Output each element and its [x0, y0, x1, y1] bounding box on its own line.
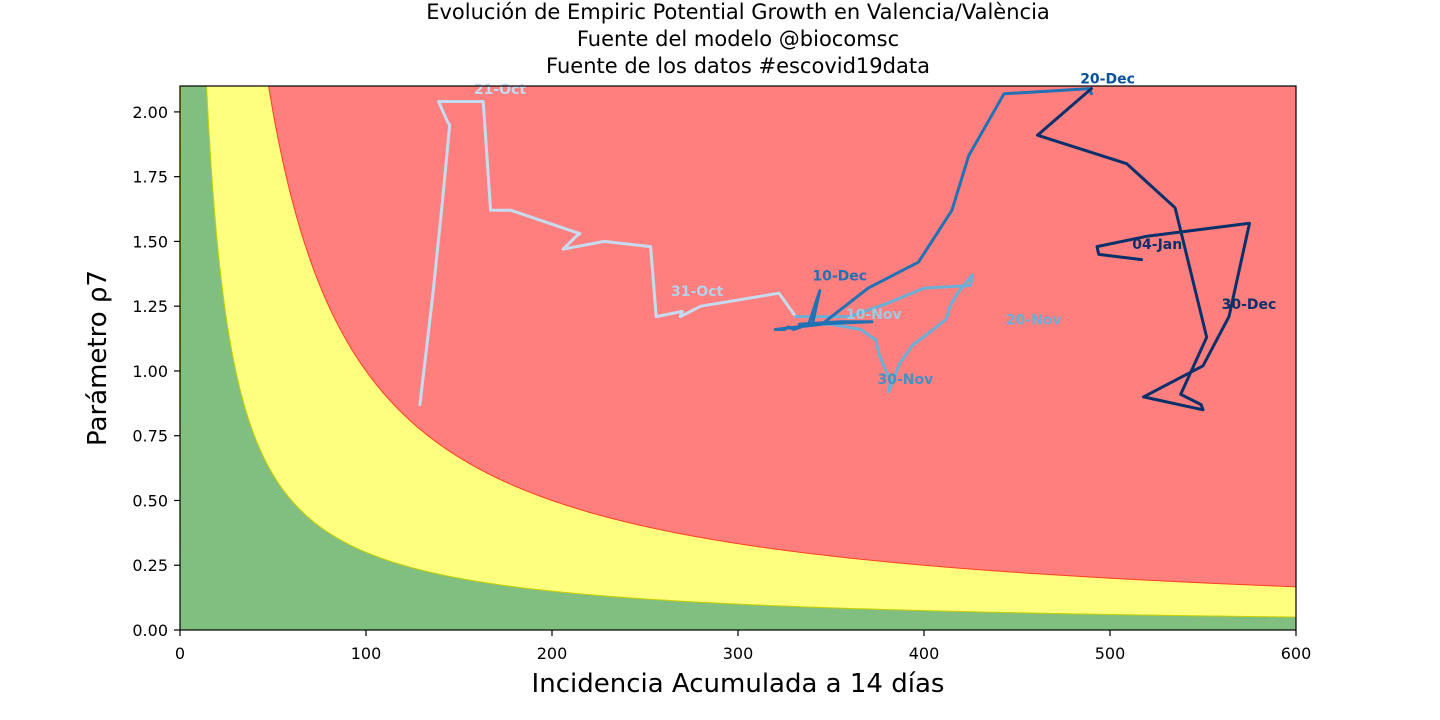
- date-label: 30-Nov: [878, 372, 934, 388]
- x-tick-label: 500: [1095, 644, 1126, 663]
- zone-green: [180, 86, 1296, 630]
- x-tick-label: 300: [723, 644, 754, 663]
- series-line-3: [773, 87, 1093, 331]
- date-label: 04-Jan: [1132, 237, 1182, 253]
- x-tick-label: 200: [537, 644, 568, 663]
- x-tick-label: 100: [351, 644, 382, 663]
- date-label: 30-Dec: [1222, 297, 1277, 313]
- y-tick-label: 0.50: [132, 491, 168, 510]
- y-tick-label: 0.75: [132, 427, 168, 446]
- title-line: Evolución de Empiric Potential Growth en…: [426, 0, 1050, 24]
- date-label: 20-Nov: [1006, 312, 1062, 328]
- title-line: Fuente de los datos #escovid19data: [546, 54, 930, 78]
- y-axis: 0.00 0.25 0.50 0.75 1.00 1.25 1.50 1.75 2.00: [132, 103, 180, 640]
- y-tick-label: 0.00: [132, 621, 168, 640]
- series-line-2: [794, 273, 974, 394]
- series-line-1: [418, 100, 798, 407]
- y-tick-label: 2.00: [132, 103, 168, 122]
- date-label: 21-Oct: [474, 82, 526, 98]
- series-line-4: [1036, 87, 1251, 412]
- x-tick-label: 600: [1281, 644, 1312, 663]
- x-tick-label: 0: [175, 644, 185, 663]
- x-tick-label: 400: [909, 644, 940, 663]
- date-label: 20-Dec: [1080, 71, 1135, 87]
- date-label: 10-Dec: [812, 268, 867, 284]
- y-tick-label: 1.25: [132, 297, 168, 316]
- y-tick-label: 1.00: [132, 362, 168, 381]
- zone-yellow: [180, 86, 1296, 630]
- y-axis-label: Parámetro ρ7: [83, 270, 113, 446]
- y-tick-label: 1.50: [132, 232, 168, 251]
- y-tick-label: 1.75: [132, 168, 168, 187]
- date-label: 31-Oct: [671, 284, 723, 300]
- data-series: [418, 87, 1251, 412]
- x-axis: 0 100 200 300 400 500 600: [175, 630, 1311, 663]
- date-label: 10-Nov: [846, 307, 902, 323]
- y-tick-label: 0.25: [132, 556, 168, 575]
- risk-zones: [180, 86, 1296, 630]
- x-axis-label: Incidencia Acumulada a 14 días: [532, 669, 945, 699]
- title-line: Fuente del modelo @biocomsc: [577, 27, 899, 51]
- chart-title: Evolución de Empiric Potential Growth en…: [426, 0, 1050, 78]
